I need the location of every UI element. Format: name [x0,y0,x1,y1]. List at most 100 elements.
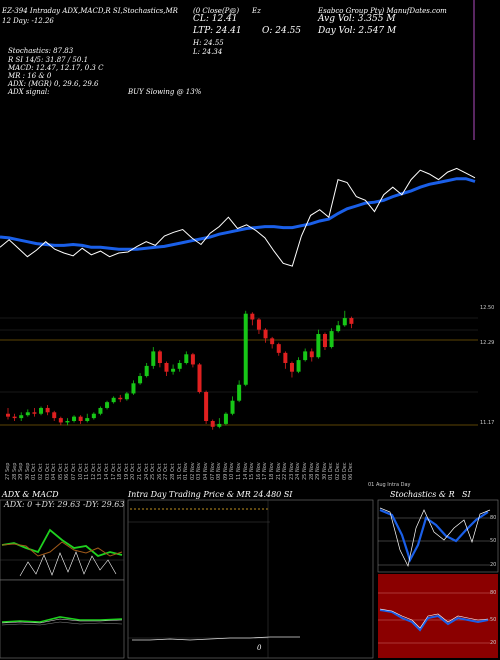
candle-body [124,393,129,400]
close-line [0,167,476,267]
date-label: 12 Oct [90,463,97,480]
candle-body [263,329,268,339]
date-label: 04 Nov [203,462,209,480]
candle-body [157,351,162,363]
adx-panel-values: ADX: 0 +DY: 29.63 -DY: 29.63 [4,500,125,509]
candle-body [131,383,136,394]
candle-body [283,352,288,363]
candle-body [243,313,248,385]
date-label: 06 Dec [348,462,355,480]
date-label: 02 Nov [189,462,196,480]
price-label-mid: 12.29 [480,340,495,346]
date-label: 17 Oct [110,463,117,480]
stochastics-value: Stochastics: 87.83 [8,47,74,55]
candle-body [309,351,314,358]
candle-body [204,392,209,421]
date-label: 18 Nov [269,462,275,480]
date-label: 14 Oct [104,463,110,480]
header-line-1: EZ-394 Intraday ADX,MACD,R SI,Stochastic… [2,7,178,15]
date-label: 02 Dec [335,462,341,480]
date-label: 15 Nov [249,462,256,480]
candle-body [303,351,308,361]
date-label: 03 Oct [44,463,51,480]
date-label: 16 Nov [255,462,262,480]
candle-body [25,412,30,416]
date-label: 01 Dec [328,462,335,480]
candle-body [210,421,215,427]
header-day: 12 Day: -12.26 [2,17,54,25]
candle-body [171,368,176,372]
rsi-tick-80: 80 [490,590,497,596]
plus-di-line [1,528,123,558]
date-label: 08 Nov [216,462,223,480]
avg-volume: Avg Vol: 3.355 M [318,14,396,24]
high-value: H: 24.55 [193,39,224,47]
date-label: 06 Oct [64,463,71,480]
date-label: 18 Oct [117,463,124,480]
candle-body [270,338,275,345]
date-label: 13 Oct [97,463,104,480]
intraday-panel-frame [127,499,374,659]
date-label: 27 Sep [5,462,11,480]
rsi-tick-20: 20 [490,640,497,646]
date-label: 14 Nov [242,462,249,480]
candle-body [144,365,149,377]
date-label: 21 Oct [137,463,143,480]
date-label: 29 Sep [18,462,25,480]
candle-body [256,319,261,330]
candle-body [316,334,321,358]
close-value: CL: 12.41 [193,14,238,24]
candle-body [164,363,169,372]
candle-body [111,397,116,403]
candle-body [177,363,182,369]
date-label: 07 Nov [209,462,216,480]
candle-body [289,363,294,372]
stoch-k-line [379,507,491,568]
candle-body [197,364,202,392]
date-label: 23 Nov [288,462,295,480]
stoch-tick-50: 50 [490,538,497,544]
open-value: O: 24.55 [262,26,302,36]
footer-note: 01 Aug Intra Day [368,482,411,488]
date-label: 11 Oct [84,463,91,480]
stoch-tick-80: 80 [490,515,497,521]
candle-body [184,354,189,363]
candle-body [19,415,24,419]
intraday-mr-line [132,636,300,641]
candle-body [250,313,255,320]
candle-body [138,376,143,384]
average-line [0,177,476,251]
date-label: 07 Oct [71,463,77,480]
date-label: 05 Dec [341,462,348,480]
date-label: 28 Nov [308,462,315,480]
date-label: 25 Oct [150,463,157,480]
candle-body [118,397,123,400]
candle-body [190,354,195,365]
header-close-label: (0 Close(P@) [193,7,240,15]
candle-body [237,384,242,401]
date-label: 30 Nov [321,462,328,480]
candle-body [336,325,341,332]
date-label: 28 Oct [170,463,176,480]
date-label: 31 Oct [176,463,183,480]
adx-value: ADX: (MGR) 0, 29.6, 29.6 [8,80,99,88]
price-label-top: 12.50 [480,305,495,311]
date-label: 20 Oct [130,463,137,480]
rsi-tick-50: 50 [490,617,497,623]
date-label: 26 Oct [156,463,163,480]
candle-body [65,421,70,423]
candle-body [45,407,50,413]
price-label-low: 11.17 [480,420,495,426]
candle-body [276,344,281,353]
candle-body [329,331,334,348]
mr-value: MR : 16 & 0 [8,72,52,80]
date-label: 29 Nov [315,462,322,480]
date-label: 04 Oct [51,463,58,480]
day-volume: Day Vol: 2.547 M [318,26,397,36]
candle-body [342,318,347,326]
stoch-d-line [379,508,489,563]
date-label: 24 Nov [295,462,302,480]
candle-body [32,412,37,414]
stoch-panel-frame [377,499,499,573]
